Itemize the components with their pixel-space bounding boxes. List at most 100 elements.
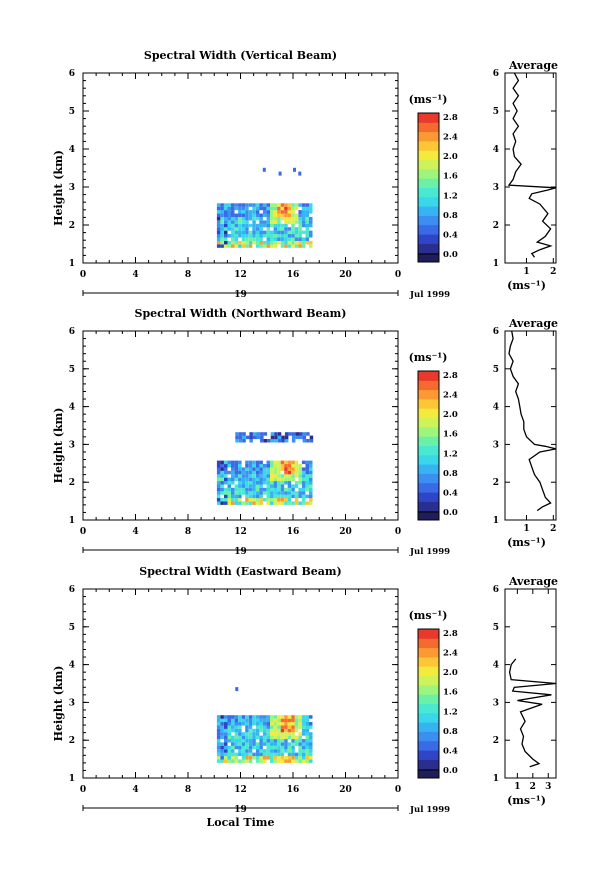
heatmap-cell (252, 742, 256, 746)
heatmap-cell (277, 474, 281, 478)
heatmap-cell (277, 481, 281, 485)
heatmap-cell (294, 213, 299, 217)
heatmap-cell (305, 756, 309, 760)
heatmap-cell (234, 203, 239, 207)
heatmap-cell (224, 203, 228, 207)
heatmap-cell (245, 220, 249, 224)
heatmap-cell (260, 432, 264, 436)
heatmap-cell (216, 206, 221, 211)
heatmap-cell (262, 206, 267, 211)
heatmap-cell (291, 223, 295, 228)
heatmap-cell (284, 460, 288, 465)
y-tick-label: 6 (69, 585, 75, 595)
heatmap-cell (309, 749, 313, 753)
heatmap-cell (245, 467, 249, 471)
heatmap-cell (216, 470, 221, 475)
heatmap-cell (305, 484, 309, 488)
colorbar-swatch (418, 740, 439, 751)
heatmap-cell (224, 481, 228, 485)
heatmap-cell (231, 756, 235, 760)
heatmap-cell (227, 234, 231, 238)
heatmap-cell (255, 498, 260, 502)
heatmap-cell (234, 494, 239, 499)
heatmap-cell (305, 464, 309, 468)
heatmap-cell (291, 244, 295, 248)
heatmap (216, 167, 313, 248)
time-axis-label: Local Time (207, 816, 275, 829)
heatmap-cell (284, 715, 288, 719)
heatmap-cell (220, 467, 224, 471)
heatmap-cell (280, 467, 285, 471)
colorbar-swatch (418, 638, 439, 649)
heatmap-cell (270, 240, 274, 245)
heatmap-cell (287, 467, 292, 471)
heatmap-cell (231, 749, 235, 753)
heatmap-cell (309, 234, 313, 238)
heatmap-cell (270, 210, 274, 214)
heatmap-cell (224, 213, 228, 217)
heatmap-cell (241, 752, 246, 757)
colorbar-tick-label: 1.2 (443, 191, 458, 201)
profile-y-tick-label: 2 (493, 478, 499, 488)
heatmap-cell (280, 464, 285, 468)
colorbar: 0.0 0.4 0.8 1.2 1.6 2.0 2.4 2.8 (ms⁻¹) (409, 351, 458, 521)
heatmap-cell (305, 230, 309, 235)
heatmap-cell (234, 752, 239, 757)
heatmap-cell (227, 240, 231, 245)
heatmap-cell (301, 718, 306, 723)
heatmap-cell (287, 216, 292, 221)
heatmap-cell (238, 244, 242, 248)
heatmap-cell (262, 223, 267, 228)
heatmap-cell (255, 210, 260, 214)
heatmap-cell (224, 460, 228, 465)
x-tick-label: 0 (395, 527, 401, 537)
heatmap-cell (220, 732, 224, 736)
colorbar-swatch (418, 122, 439, 133)
heatmap-cell (301, 216, 306, 221)
profile-frame (504, 330, 557, 521)
y-tick-label: 3 (69, 698, 75, 708)
heatmap-cell (241, 227, 246, 231)
heatmap-cell (270, 460, 274, 465)
heatmap-cell (270, 230, 274, 235)
heatmap-cell (306, 432, 310, 436)
heatmap-cell (273, 742, 278, 746)
heatmap-cell (280, 722, 285, 726)
heatmap-cell (262, 732, 267, 736)
heatmap-cell (280, 745, 285, 750)
heatmap-cell (216, 759, 221, 763)
heatmap-cell (224, 491, 228, 495)
heatmap-cell (245, 722, 249, 726)
heatmap-cell (270, 718, 274, 723)
heatmap-cell (305, 742, 309, 746)
colorbar-unit: (ms⁻¹) (409, 93, 448, 106)
heatmap-cell (287, 491, 292, 495)
heatmap-cell (216, 210, 221, 214)
heatmap-cell (227, 220, 231, 224)
profile-y-tick-label: 3 (493, 440, 499, 450)
heatmap-cell (284, 718, 288, 723)
colorbar-swatch (418, 703, 439, 714)
heatmap-cell (234, 735, 239, 740)
heatmap-cell (216, 477, 221, 482)
heatmap-cell (227, 756, 231, 760)
colorbar-swatch (418, 140, 439, 151)
heatmap-cell (231, 481, 235, 485)
heatmap-cell (287, 759, 292, 763)
heatmap-cell (294, 759, 299, 763)
heatmap-cell (238, 216, 242, 221)
heatmap-cell (280, 735, 285, 740)
heatmap-cell (252, 220, 256, 224)
heatmap-cell (241, 230, 246, 235)
heatmap-cell (248, 210, 253, 214)
heatmap-cell (245, 470, 249, 475)
heatmap-cell (227, 752, 231, 757)
heatmap-cell (294, 460, 299, 465)
heatmap-cell (220, 464, 224, 468)
heatmap-cell (245, 728, 249, 733)
panel-1: Spectral Width (Vertical Beam)0 4 8 12 16 20 0… (52, 49, 558, 300)
heatmap-cell (284, 735, 288, 740)
heatmap-cell (266, 230, 270, 235)
heatmap-cell (305, 487, 309, 492)
heatmap-cell (216, 203, 221, 207)
